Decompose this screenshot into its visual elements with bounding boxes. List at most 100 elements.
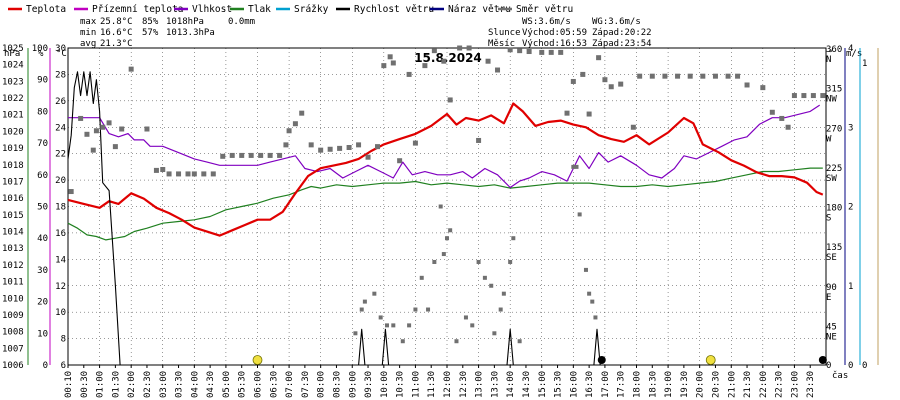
axis-ms-tick: 3	[848, 123, 853, 133]
wind-gust-point	[400, 339, 405, 344]
wind-direction-point	[93, 128, 99, 134]
wind-direction-point	[495, 67, 501, 73]
axis-hpa-tick: 1015	[2, 211, 24, 221]
wind-direction-point	[90, 147, 96, 153]
axis-temp-label: °C	[56, 49, 67, 59]
legend-label: Směr větru	[516, 4, 573, 15]
stats-block: max 25.8°C 85% 1018hPa 0.0mm min 16.6°C 57% 1013…	[80, 17, 255, 49]
wind-direction-point	[441, 58, 447, 64]
axis-time-tick: 15:00	[538, 371, 548, 398]
wind-direction-point	[239, 152, 245, 158]
axis-hpa-tick: 1013	[2, 244, 24, 254]
axis-time-tick: 19:00	[664, 371, 674, 398]
axis-temp-tick: 14	[55, 255, 66, 265]
wind-direction-point	[176, 171, 182, 177]
wind-gust-point	[508, 259, 513, 264]
wind-direction-point	[700, 73, 706, 79]
axis-dir-name: W	[826, 134, 832, 144]
wind-direction-point	[201, 171, 207, 177]
axis-time-tick: 11:30	[427, 371, 437, 398]
wind-direction-point	[507, 47, 513, 53]
axis-temp-tick: 20	[55, 176, 66, 186]
axis-temp-tick: 30	[55, 44, 66, 54]
wind-gust-point	[501, 291, 506, 296]
legend-label: Teplota	[26, 4, 66, 15]
stat-label: max	[80, 17, 97, 27]
axis-temp-tick: 16	[55, 229, 66, 239]
axis-hpa-tick: 1022	[2, 94, 24, 104]
axis-time-tick: 23:00	[790, 371, 800, 398]
stat-humidity: 57%	[142, 28, 159, 38]
stat-pressure: 1013.3hPa	[166, 28, 215, 38]
wind-direction-point	[675, 73, 681, 79]
wind-gust-point	[574, 164, 579, 169]
series-temperature	[67, 102, 824, 237]
axis-time-tick: 17:00	[601, 371, 611, 398]
wind-direction-point	[210, 171, 216, 177]
axis-temp-tick: 24	[55, 123, 66, 133]
wind-direction-point	[637, 73, 643, 79]
series-pressure	[67, 167, 823, 241]
wind-direction-point	[618, 81, 624, 87]
axis-hpa-tick: 1020	[2, 127, 24, 137]
wind-gust-point	[448, 228, 453, 233]
stat-temp: 21.3°C	[100, 39, 133, 49]
sun-moon-info: WS:3.6m/s WG:3.6m/s Slunce Východ:05:59 Zápa…	[488, 17, 652, 49]
axes: hPa1006100710081009101010111012101310141…	[2, 44, 879, 398]
axis-time-tick: 03:00	[159, 371, 169, 398]
axis-hpa-tick: 1011	[2, 278, 24, 288]
sun-marker	[252, 355, 263, 365]
wind-direction-point	[106, 120, 112, 126]
wind-direction-point	[153, 167, 159, 173]
axis-pct-tick: 30	[37, 266, 48, 276]
axis-time-tick: 17:30	[617, 371, 627, 398]
markers	[252, 355, 827, 365]
axis-time-tick: 10:30	[396, 371, 406, 398]
axis-time-tick: 03:30	[175, 371, 185, 398]
wind-direction-point	[299, 110, 305, 116]
wind-direction-point	[308, 142, 314, 148]
wind-gust-point	[362, 299, 367, 304]
stat-label: min	[80, 28, 96, 38]
axis-time-tick: 11:00	[411, 371, 421, 398]
axis-time-tick: 22:00	[759, 371, 769, 398]
axis-time-tick: 04:30	[206, 371, 216, 398]
wind-gust-point	[353, 331, 358, 336]
wind-direction-point	[346, 145, 352, 151]
wind-direction-point	[258, 152, 264, 158]
wind-direction-point	[548, 49, 554, 55]
wind-direction-point	[68, 189, 74, 195]
wind-direction-point	[84, 131, 90, 137]
axis-dir-name: SW	[826, 174, 837, 184]
axis-hpa-tick: 1016	[2, 194, 24, 204]
axis-time-tick: 04:00	[190, 371, 200, 398]
wind-gust-point	[482, 275, 487, 280]
axis-dir-tick: 45	[826, 322, 837, 332]
axis-time-tick: 14:30	[522, 371, 532, 398]
info-wg: WG:3.6m/s	[592, 17, 641, 27]
axis-time-tick: 08:30	[332, 371, 342, 398]
axis-dir-label: °	[828, 49, 833, 59]
axis-time-tick: 20:00	[696, 371, 706, 398]
axis-pct-tick: 80	[37, 107, 48, 117]
axis-time-tick: 08:00	[317, 371, 327, 398]
axis-dir-tick: 135	[826, 243, 842, 253]
wind-direction-point	[337, 145, 343, 151]
axis-temp-tick: 6	[61, 361, 66, 371]
axis-hpa-label: hPa	[4, 49, 20, 59]
stat-rain: 0.0mm	[228, 17, 255, 27]
axis-dir-tick: 315	[826, 85, 842, 95]
wind-direction-point	[558, 49, 564, 55]
wind-direction-point	[78, 115, 84, 121]
wind-gust-point	[577, 212, 582, 217]
axis-hpa-tick: 1025	[2, 44, 24, 54]
info-moon-label: Měsíc	[488, 39, 515, 49]
wind-direction-point	[476, 137, 482, 143]
axis-pct-tick: 70	[37, 139, 48, 149]
axis-hpa-tick: 1010	[2, 294, 24, 304]
wind-direction-point	[267, 152, 273, 158]
wind-direction-point	[422, 63, 428, 69]
wind-gust-point	[492, 331, 497, 336]
info-sun-label: Slunce	[488, 28, 521, 38]
stat-humidity: 85%	[142, 17, 159, 27]
